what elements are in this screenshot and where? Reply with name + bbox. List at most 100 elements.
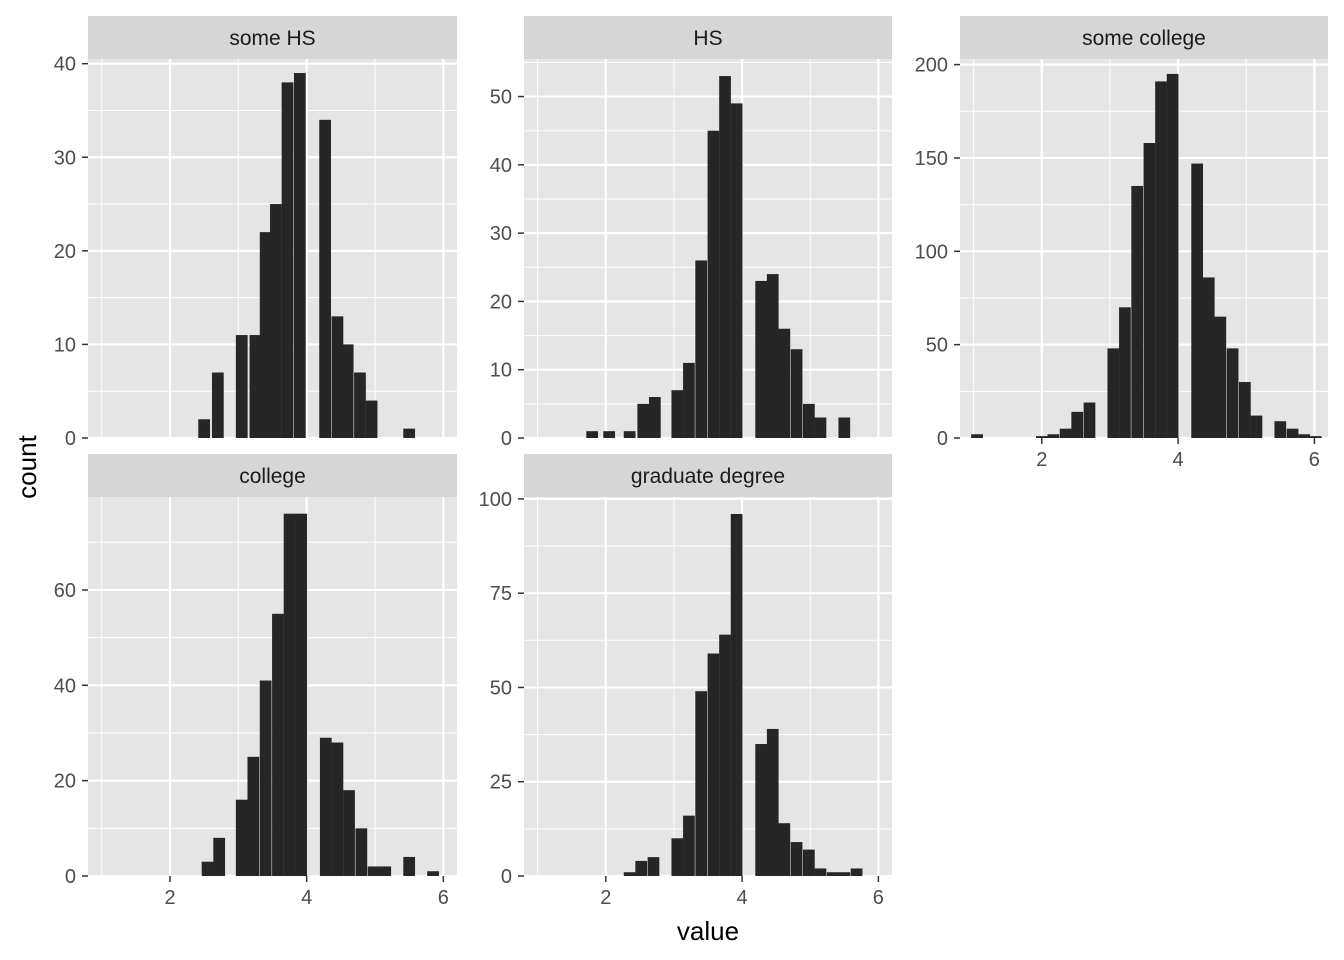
histogram-bar bbox=[766, 274, 779, 438]
facet-graduate-degree: graduate degree 0 25 50 75 100 2 4 6 bbox=[479, 454, 892, 909]
y-tick-label: 0 bbox=[937, 428, 948, 450]
histogram-bar bbox=[1298, 434, 1311, 438]
histogram-bar bbox=[671, 838, 684, 876]
histogram-bar bbox=[730, 513, 743, 876]
y-tick-label: 10 bbox=[54, 334, 76, 356]
histogram-bar bbox=[586, 431, 599, 438]
histogram-bar bbox=[850, 868, 863, 876]
histogram-bar bbox=[341, 344, 354, 438]
y-tick-label: 30 bbox=[490, 223, 512, 245]
y-tick-label: 100 bbox=[479, 489, 512, 511]
histogram-bar bbox=[695, 260, 708, 438]
histogram-bar bbox=[778, 328, 791, 438]
histogram-bar bbox=[623, 431, 636, 438]
histogram-bar bbox=[247, 756, 260, 876]
histogram-bar bbox=[259, 232, 272, 438]
histogram-bar bbox=[766, 728, 779, 876]
facet-strip-label: some HS bbox=[229, 27, 315, 50]
histogram-bar bbox=[1155, 81, 1167, 439]
facet-hs: HS 0 10 20 30 40 50 bbox=[490, 16, 892, 450]
histogram-bars bbox=[201, 513, 439, 876]
y-tick-label: 0 bbox=[501, 866, 512, 888]
x-tick-label: 2 bbox=[164, 887, 175, 909]
histogram-bar bbox=[1226, 348, 1239, 438]
facet-strip bbox=[524, 16, 892, 59]
y-tick-label: 200 bbox=[915, 55, 948, 77]
y-tick-label: 40 bbox=[54, 54, 76, 76]
histogram-bar bbox=[249, 335, 262, 438]
histogram-bar bbox=[403, 428, 416, 438]
histogram-bar bbox=[707, 130, 720, 438]
y-tick-label: 50 bbox=[490, 677, 512, 699]
histogram-bar bbox=[826, 872, 839, 876]
histogram-bar bbox=[790, 349, 803, 438]
histogram-bar bbox=[683, 815, 695, 876]
histogram-bar bbox=[648, 397, 661, 438]
x-tick-label: 4 bbox=[737, 887, 748, 909]
y-tick-label: 50 bbox=[490, 87, 512, 109]
histogram-bar bbox=[1059, 428, 1072, 438]
histogram-bars bbox=[623, 513, 863, 876]
y-tick-label: 40 bbox=[490, 155, 512, 177]
histogram-bar bbox=[1214, 316, 1227, 438]
histogram-bar bbox=[343, 790, 355, 876]
histogram-bar bbox=[647, 857, 660, 876]
x-tick-label: 4 bbox=[1173, 449, 1184, 471]
y-tick-label: 60 bbox=[54, 580, 76, 602]
facet-college: college 0 20 40 60 2 4 6 bbox=[54, 454, 457, 909]
histogram-bar bbox=[838, 417, 851, 438]
histogram-bar bbox=[635, 860, 648, 876]
y-tick-label: 30 bbox=[54, 147, 76, 169]
y-tick-label: 50 bbox=[926, 335, 948, 357]
histogram-bar bbox=[295, 513, 308, 876]
histogram-bar bbox=[755, 280, 768, 438]
histogram-bar bbox=[719, 634, 731, 876]
histogram-bar bbox=[790, 842, 803, 876]
facet-strip-label: some college bbox=[1082, 27, 1206, 50]
histogram-bar bbox=[1191, 163, 1204, 438]
histogram-bar bbox=[719, 76, 731, 438]
histogram-bar bbox=[331, 316, 344, 438]
histogram-bar bbox=[1286, 428, 1299, 438]
histogram-bar bbox=[603, 431, 616, 438]
histogram-bar bbox=[403, 856, 416, 876]
histogram-bar bbox=[802, 849, 815, 876]
x-tick-label: 2 bbox=[600, 887, 611, 909]
facet-some-college: some college 0 50 100 150 200 2 4 6 bbox=[915, 16, 1328, 471]
histogram-bar bbox=[695, 691, 708, 876]
histogram-bar bbox=[331, 742, 344, 876]
histogram-bar bbox=[283, 513, 296, 876]
facet-strip bbox=[524, 454, 892, 497]
histogram-bar bbox=[319, 737, 332, 876]
histogram-bar bbox=[1071, 411, 1084, 438]
histogram-bar bbox=[1119, 307, 1131, 438]
y-tick-label: 25 bbox=[490, 772, 512, 794]
histogram-bar bbox=[270, 204, 282, 438]
histogram-bar bbox=[198, 419, 211, 438]
histogram-bar bbox=[1047, 434, 1060, 438]
histogram-bar bbox=[1250, 415, 1263, 438]
y-axis-title: count bbox=[12, 434, 42, 498]
y-tick-label: 40 bbox=[54, 675, 76, 697]
histogram-bar bbox=[213, 837, 226, 876]
histogram-bar bbox=[1143, 143, 1156, 439]
y-tick-label: 0 bbox=[65, 866, 76, 888]
x-axis-title: value bbox=[677, 916, 739, 946]
histogram-bar bbox=[1166, 73, 1179, 438]
y-tick-label: 75 bbox=[490, 583, 512, 605]
histogram-bar bbox=[1035, 436, 1048, 438]
y-tick-label: 100 bbox=[915, 241, 948, 263]
histogram-bar bbox=[235, 335, 248, 438]
y-tick-label: 10 bbox=[490, 360, 512, 382]
y-tick-label: 150 bbox=[915, 148, 948, 170]
histogram-bar bbox=[1238, 381, 1251, 438]
histogram-bar bbox=[272, 613, 284, 876]
histogram-bar bbox=[355, 828, 368, 876]
histogram-bar bbox=[319, 119, 331, 439]
facet-strip bbox=[88, 16, 457, 59]
histogram-bar bbox=[354, 372, 366, 438]
histogram-bar bbox=[1083, 402, 1096, 438]
y-tick-label: 0 bbox=[65, 428, 76, 450]
